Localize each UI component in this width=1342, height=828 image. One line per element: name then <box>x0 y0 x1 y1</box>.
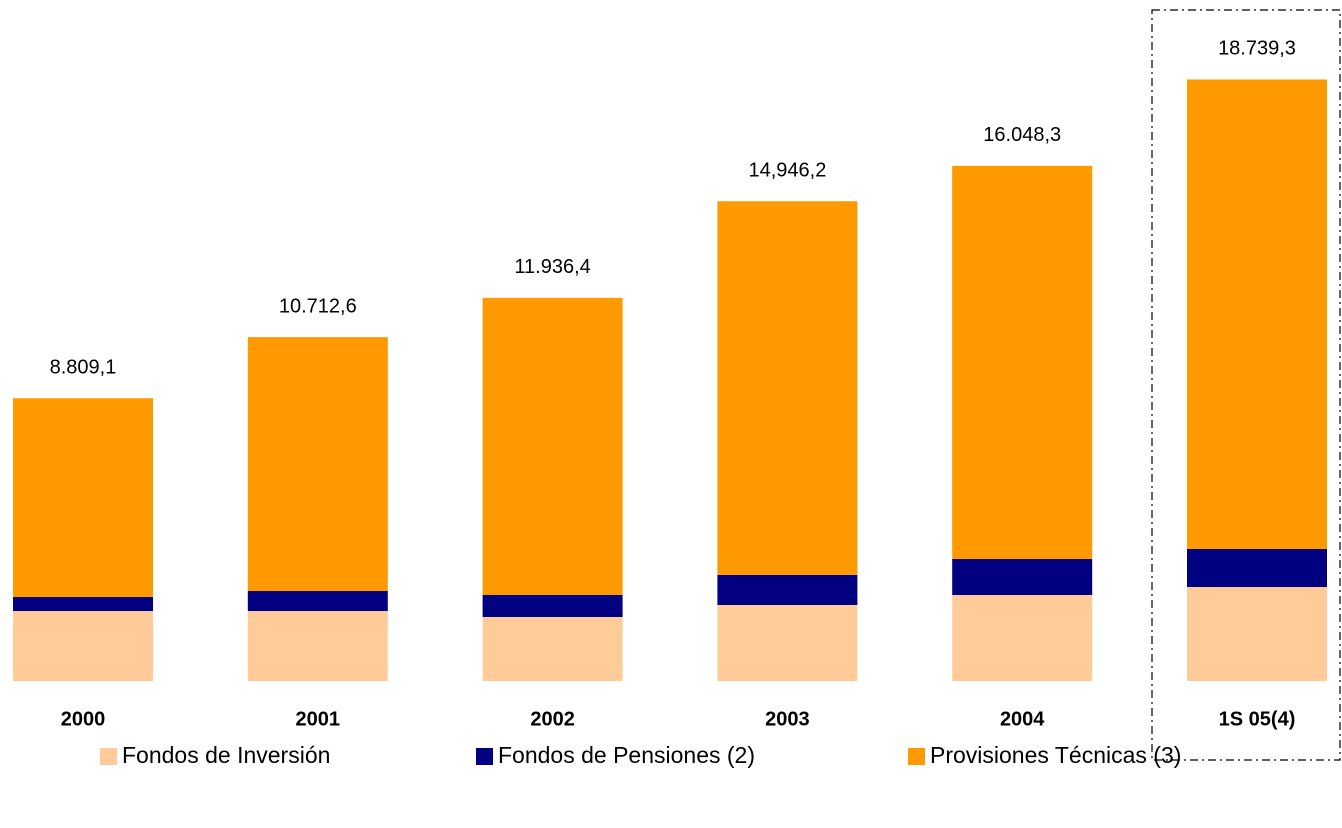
legend-swatch <box>100 748 117 765</box>
total-label: 10.712,6 <box>279 295 357 317</box>
bar-segment <box>1187 549 1327 588</box>
total-label: 8.809,1 <box>50 357 117 379</box>
bar-segment <box>717 574 858 605</box>
bar-segment <box>1187 79 1327 550</box>
bar-segment <box>717 604 858 681</box>
total-label: 11.936,4 <box>514 256 590 278</box>
highlight-box <box>1151 9 1341 761</box>
bar-segment <box>482 595 623 617</box>
total-label: 16.048,3 <box>983 124 1061 146</box>
x-tick-label: 2001 <box>296 708 341 730</box>
bar-segment <box>247 337 388 592</box>
x-tick-label: 2003 <box>765 708 810 730</box>
bar-segment <box>952 595 1093 681</box>
bar-segment <box>13 398 153 598</box>
legend-swatch <box>476 748 493 765</box>
total-label: 18.739,3 <box>1218 38 1296 60</box>
legend-label: Fondos de Inversión <box>122 742 330 768</box>
bar-segment <box>1187 587 1327 681</box>
bar-segment <box>247 591 388 612</box>
legend-label: Fondos de Pensiones (2) <box>498 742 755 768</box>
bar-segment <box>247 611 388 681</box>
x-tick-label: 2002 <box>530 708 575 730</box>
bar-segment <box>717 201 858 575</box>
bar-segment <box>482 297 623 596</box>
x-tick-label: 2000 <box>61 708 106 730</box>
bar-segment <box>13 611 153 681</box>
bar-segment <box>952 165 1093 560</box>
x-tick-label: 1S 05(4) <box>1219 708 1296 730</box>
legend-swatch <box>908 748 925 765</box>
bar-segment <box>952 559 1093 596</box>
bar-segment <box>13 597 153 612</box>
bar-segment <box>482 616 623 681</box>
total-label: 14,946,2 <box>748 160 826 182</box>
legend-label: Provisiones Técnicas (3) <box>930 742 1181 768</box>
x-tick-label: 2004 <box>1000 708 1045 730</box>
